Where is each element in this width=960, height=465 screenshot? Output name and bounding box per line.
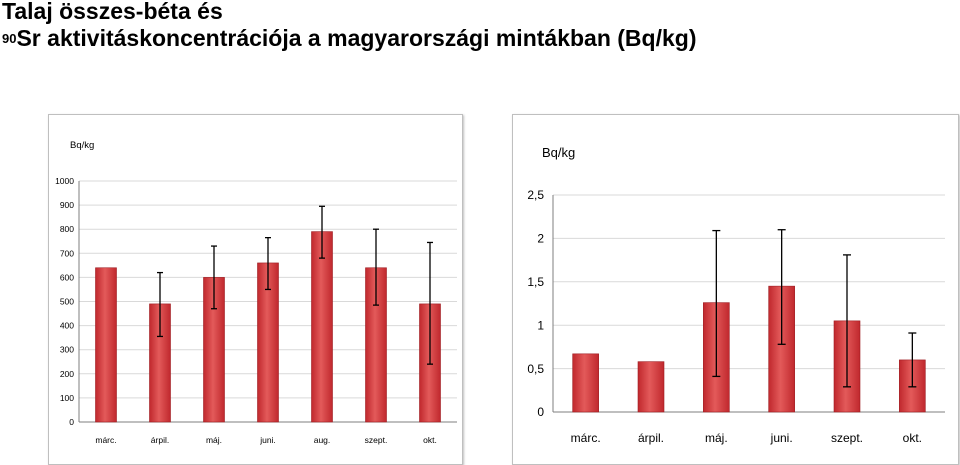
isotope-mass-number: 90 [2, 31, 17, 46]
y-tick-label: 600 [60, 272, 74, 282]
x-tick-label: márc. [95, 435, 116, 445]
x-tick-label: árpil. [151, 435, 169, 445]
y-tick-label: 400 [60, 321, 74, 331]
y-tick-label: 0 [69, 417, 74, 427]
x-tick-label: okt. [423, 435, 437, 445]
y-tick-label: 0,5 [527, 362, 544, 376]
title-line-2: 90Sr aktivitáskoncentrációja a magyarors… [2, 25, 696, 55]
title-line-1: Talaj összes-béta és [2, 0, 223, 24]
y-tick-label: 800 [60, 224, 74, 234]
y-axis-label: Bq/kg [542, 145, 575, 160]
y-tick-label: 2,5 [527, 188, 544, 202]
x-tick-label: szept. [831, 431, 863, 445]
chart-panel-total-beta: Bq/kg 0 100 200 300 400 500 600 700 800 900 1000 már… [48, 114, 463, 465]
x-tick-label: okt. [903, 431, 922, 445]
page-title: Talaj összes-béta és 90Sr aktivitáskonce… [2, 0, 696, 55]
bar [637, 361, 665, 413]
chart-total-beta: Bq/kg 0 100 200 300 400 500 600 700 800 900 1000 már… [55, 140, 457, 445]
y-tick-label: 500 [60, 296, 74, 306]
title-line-2-text: Sr aktivitáskoncentrációja a magyarorszá… [16, 25, 697, 51]
x-tick-label: juni. [770, 431, 793, 445]
x-tick-label: árpil. [638, 431, 664, 445]
x-tick-label: márc. [571, 431, 601, 445]
bar [311, 231, 333, 423]
y-tick-label: 1,5 [527, 275, 544, 289]
chart-sr90: Bq/kg 0 0,5 1 1,5 2 2,5 márc. árpil. máj. juni. sze… [527, 145, 945, 445]
y-tick-label: 1000 [55, 176, 74, 186]
y-tick-label: 900 [60, 200, 74, 210]
x-tick-label: juni. [259, 435, 276, 445]
y-tick-label: 700 [60, 248, 74, 258]
chart-panel-sr90: Bq/kg 0 0,5 1 1,5 2 2,5 márc. árpil. máj. juni. sze… [512, 114, 959, 465]
x-tick-label: aug. [314, 435, 331, 445]
y-tick-label: 1 [537, 318, 544, 332]
y-tick-label: 0 [537, 405, 544, 419]
y-axis-label: Bq/kg [70, 140, 94, 151]
x-tick-label: szept. [365, 435, 388, 445]
y-tick-label: 200 [60, 369, 74, 379]
y-tick-label: 2 [537, 232, 544, 246]
bar [95, 267, 117, 423]
y-tick-label: 300 [60, 345, 74, 355]
x-tick-label: máj. [206, 435, 222, 445]
x-tick-label: máj. [705, 431, 728, 445]
y-tick-label: 100 [60, 393, 74, 403]
bar [572, 353, 599, 413]
